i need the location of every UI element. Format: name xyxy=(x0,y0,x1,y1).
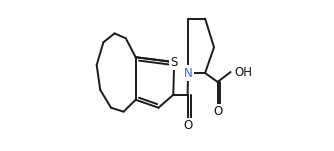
Text: S: S xyxy=(170,56,178,69)
Text: O: O xyxy=(183,119,192,132)
Text: N: N xyxy=(184,67,192,80)
Text: O: O xyxy=(213,105,222,118)
Text: OH: OH xyxy=(234,66,253,79)
